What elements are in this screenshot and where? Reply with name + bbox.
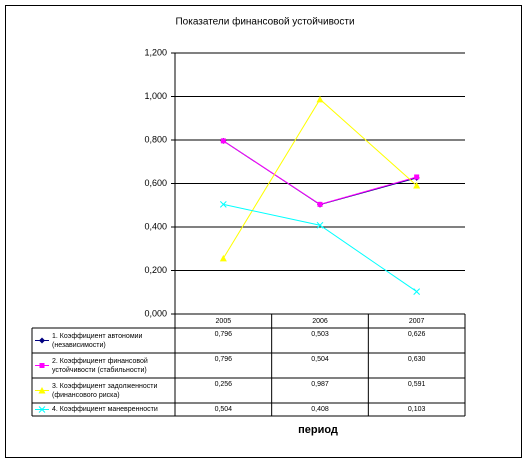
y-tick-label: 1,000 [144, 91, 167, 101]
value-label: 0,103 [408, 406, 426, 413]
marker [316, 95, 324, 103]
legend-label-box: 2. Коэффициент финансовой устойчивости (… [52, 357, 148, 374]
marker [220, 138, 226, 144]
marker [317, 201, 323, 207]
value-label: 0,626 [408, 331, 426, 338]
value-label: 0,987 [311, 381, 329, 388]
value-label: 0,504 [311, 356, 329, 363]
marker [219, 201, 227, 208]
marker [38, 406, 46, 413]
value-label: 0,796 [215, 331, 233, 338]
legend-label-box: 3. Коэффициент задолженности (финансовог… [52, 382, 158, 399]
value-label: 0,796 [215, 356, 233, 363]
y-tick-label: 0,600 [144, 178, 167, 188]
legend-label: 4. Коэффициент маневренности [52, 406, 158, 413]
marker [39, 363, 45, 368]
y-tick-label: 0,800 [144, 134, 167, 144]
chart-border [5, 5, 522, 458]
chart-title: Показатели финансовой устойчивости [175, 16, 354, 28]
legend-label: 3. Коэффициент задолженности (финансовог… [52, 382, 158, 399]
value-label: 0,408 [311, 406, 329, 413]
marker [219, 254, 227, 262]
y-tick-label: 0,400 [144, 221, 167, 231]
marker [39, 337, 45, 344]
x-tick-label: 2006 [312, 318, 328, 325]
legend-label-box: 4. Коэффициент маневренности [52, 406, 158, 413]
value-label: 0,591 [408, 381, 426, 388]
x-tick-label: 2005 [216, 318, 232, 325]
marker [316, 221, 324, 229]
x-tick-label: 2007 [409, 318, 425, 325]
y-tick-label: 0,200 [144, 265, 167, 275]
legend-label: 1. Коэффициент автономии (независимости) [52, 332, 143, 349]
marker [413, 288, 421, 295]
y-tick-label: 1,200 [144, 47, 167, 57]
x-axis-title: период [298, 424, 338, 436]
value-label: 0,256 [215, 381, 233, 388]
value-label: 0,504 [215, 406, 233, 413]
value-label: 0,503 [311, 331, 329, 338]
y-tick-label: 0,000 [144, 308, 167, 318]
marker [413, 181, 421, 189]
legend-label-box: 1. Коэффициент автономии (независимости) [52, 332, 143, 349]
marker [38, 387, 46, 394]
value-label: 0,630 [408, 356, 426, 363]
marker [414, 174, 420, 180]
legend-label: 2. Коэффициент финансовой устойчивости (… [52, 357, 148, 374]
